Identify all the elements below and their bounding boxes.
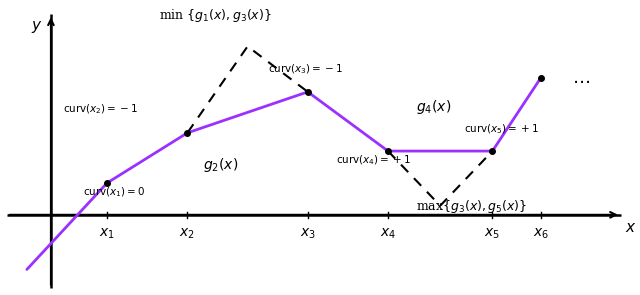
Text: $\mathrm{curv}(x_5)=+1$: $\mathrm{curv}(x_5)=+1$ — [464, 123, 540, 137]
Text: $g_2(x)$: $g_2(x)$ — [204, 156, 239, 174]
Text: $\mathrm{curv}(x_4)=+1$: $\mathrm{curv}(x_4)=+1$ — [336, 154, 411, 168]
Text: max$\{g_3(x),g_5(x)\}$: max$\{g_3(x),g_5(x)\}$ — [416, 199, 527, 215]
Text: $x$: $x$ — [625, 222, 636, 235]
Text: $x_{6}$: $x_{6}$ — [532, 227, 548, 241]
Text: $x_{4}$: $x_{4}$ — [380, 227, 396, 241]
Text: $x_{2}$: $x_{2}$ — [179, 227, 195, 241]
Text: $\mathrm{curv}(x_3)=-1$: $\mathrm{curv}(x_3)=-1$ — [268, 63, 342, 76]
Text: $x_{3}$: $x_{3}$ — [300, 227, 316, 241]
Text: $g_4(x)$: $g_4(x)$ — [416, 99, 451, 117]
Text: $y$: $y$ — [31, 19, 43, 35]
Text: $\ldots$: $\ldots$ — [572, 69, 589, 87]
Text: $x_{1}$: $x_{1}$ — [99, 227, 115, 241]
Text: $\mathrm{curv}(x_1)=0$: $\mathrm{curv}(x_1)=0$ — [83, 186, 145, 199]
Text: $\mathrm{curv}(x_2)=-1$: $\mathrm{curv}(x_2)=-1$ — [63, 103, 138, 117]
Text: $x_{5}$: $x_{5}$ — [484, 227, 500, 241]
Text: min $\{g_1(x),g_3(x)\}$: min $\{g_1(x),g_3(x)\}$ — [159, 6, 272, 24]
